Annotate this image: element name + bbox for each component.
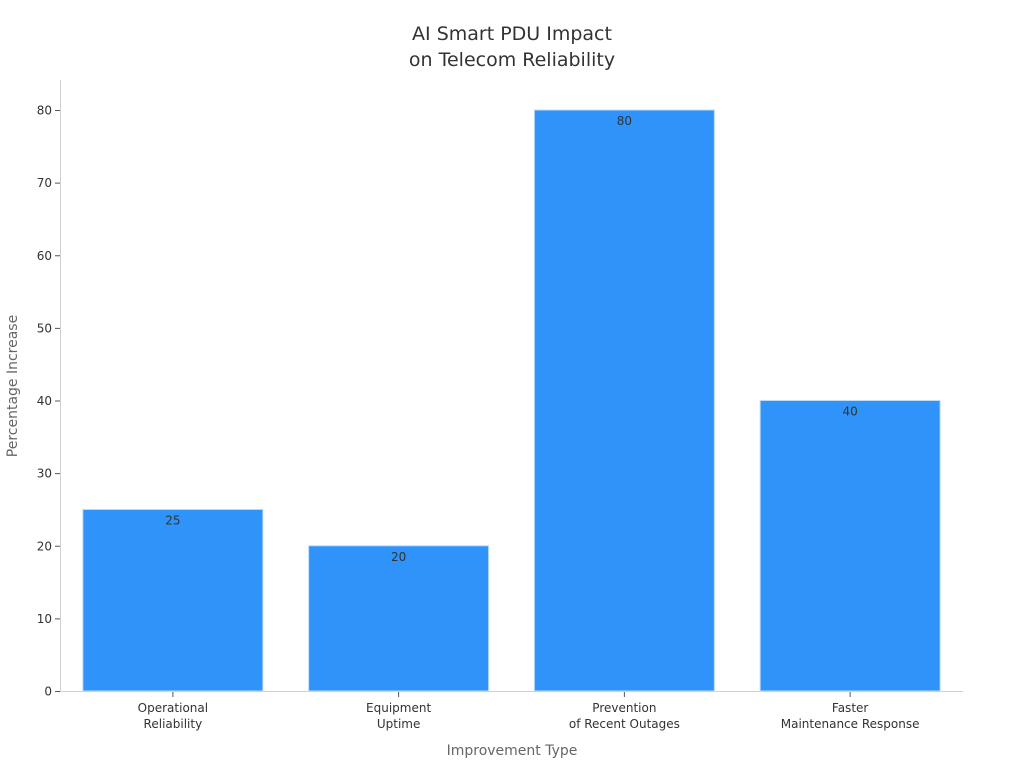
x-tick-label: Uptime [377, 717, 421, 731]
x-tick-label: Faster [832, 701, 868, 715]
y-tick-label: 60 [37, 249, 52, 263]
y-tick-label: 20 [37, 539, 52, 553]
x-tick-label: Maintenance Response [781, 717, 920, 731]
x-tick-label: Operational [138, 701, 208, 715]
x-tick-label: Equipment [366, 701, 431, 715]
chart-title-line-1: AI Smart PDU Impact [412, 23, 612, 45]
y-tick-label: 0 [44, 685, 52, 699]
x-axis-label: Improvement Type [447, 743, 578, 759]
y-tick-label: 10 [37, 612, 52, 626]
bar-value-label: 25 [165, 513, 180, 527]
bar [308, 545, 490, 692]
y-tick-label: 70 [37, 176, 52, 190]
y-tick-label: 80 [37, 104, 52, 118]
bar-value-label: 80 [617, 114, 632, 128]
y-tick-label: 50 [37, 321, 52, 335]
y-axis-label: Percentage Increase [5, 315, 21, 457]
bar [759, 400, 941, 692]
bar-value-label: 40 [842, 405, 857, 419]
x-tick-label: Prevention [592, 701, 656, 715]
bar [82, 508, 264, 692]
chart-title-line-2: on Telecom Reliability [409, 49, 615, 71]
x-tick-label: Reliability [144, 717, 203, 731]
bar-value-label: 20 [391, 550, 406, 564]
x-tick-label: of Recent Outages [569, 717, 680, 731]
y-tick-label: 30 [37, 467, 52, 481]
y-tick-label: 40 [37, 394, 52, 408]
bar [533, 109, 715, 692]
